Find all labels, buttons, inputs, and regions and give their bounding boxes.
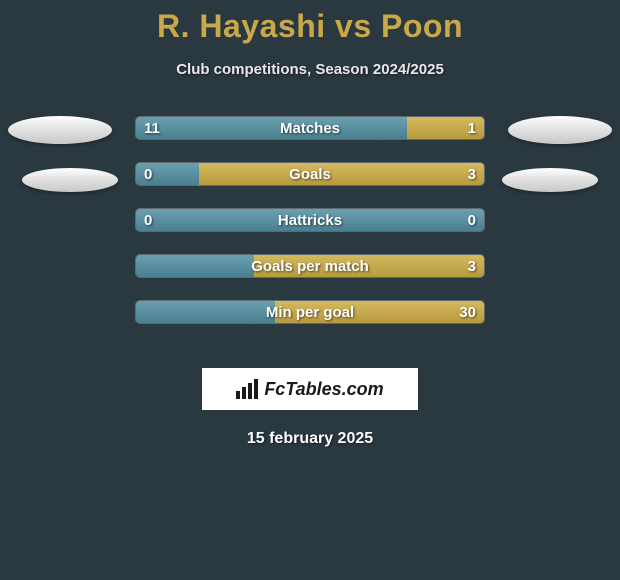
player2-name: Poon (381, 8, 463, 44)
subtitle: Club competitions, Season 2024/2025 (0, 61, 620, 78)
player1-name: R. Hayashi (157, 8, 326, 44)
stat-bar: 30Min per goal (135, 300, 485, 324)
stat-value-left: 0 (144, 209, 152, 232)
stat-value-right: 3 (468, 255, 476, 278)
stat-bar: 3Goals per match (135, 254, 485, 278)
stat-bar: 03Goals (135, 162, 485, 186)
bar-right (254, 255, 484, 277)
logo-text: FcTables.com (264, 379, 383, 400)
bar-right (275, 301, 484, 323)
stat-row: 111Matches (0, 116, 620, 162)
stats-chart: 111Matches03Goals00Hattricks3Goals per m… (0, 116, 620, 346)
stat-bar: 111Matches (135, 116, 485, 140)
date-label: 15 february 2025 (0, 430, 620, 448)
stat-bar: 00Hattricks (135, 208, 485, 232)
bar-left (136, 117, 407, 139)
source-logo: FcTables.com (202, 368, 418, 410)
stat-value-right: 1 (468, 117, 476, 140)
bar-left (136, 301, 275, 323)
page-title: R. Hayashi vs Poon (0, 8, 620, 45)
bar-right (199, 163, 484, 185)
bar-left (136, 209, 484, 231)
stat-row: 30Min per goal (0, 300, 620, 346)
bars-icon (236, 379, 258, 399)
stat-row: 03Goals (0, 162, 620, 208)
vs-label: vs (335, 8, 372, 44)
stat-value-left: 11 (144, 117, 160, 140)
stat-row: 00Hattricks (0, 208, 620, 254)
stat-value-right: 0 (468, 209, 476, 232)
bar-left (136, 255, 254, 277)
comparison-card: R. Hayashi vs Poon Club competitions, Se… (0, 0, 620, 448)
stat-value-right: 3 (468, 163, 476, 186)
stat-value-left: 0 (144, 163, 152, 186)
stat-row: 3Goals per match (0, 254, 620, 300)
stat-value-right: 30 (459, 301, 476, 324)
